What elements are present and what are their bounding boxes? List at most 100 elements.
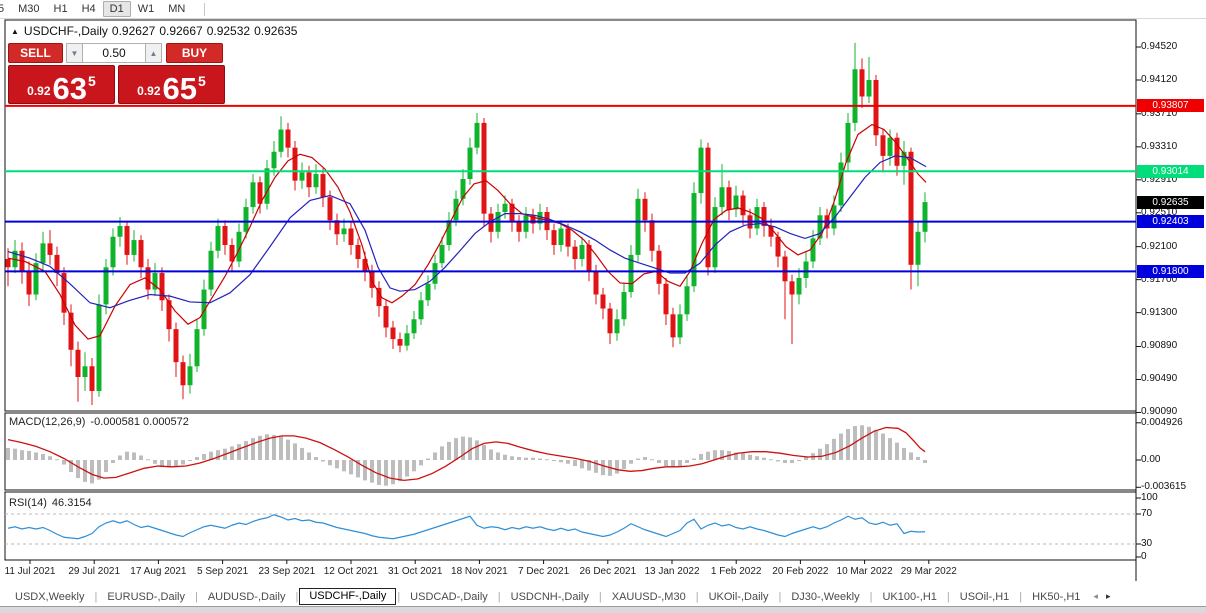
buy-price-big: 65 xyxy=(162,70,198,106)
date-label: 5 Sep 2021 xyxy=(197,566,249,577)
rsi-tick-label: 0 xyxy=(1141,551,1147,562)
tab-separator: | xyxy=(869,590,873,603)
macd-name: MACD(12,26,9) xyxy=(9,416,86,428)
sell-price-sup: 5 xyxy=(88,73,96,89)
tab-scroll-arrows: ◂ ▸ xyxy=(1093,591,1110,602)
date-label: 7 Dec 2021 xyxy=(518,566,570,577)
date-label: 17 Aug 2021 xyxy=(130,566,187,577)
rsi-label: RSI(14) 46.3154 xyxy=(9,497,97,509)
macd-tick-label: -0.003615 xyxy=(1141,481,1187,493)
timeframe-button-w1[interactable]: W1 xyxy=(137,3,155,15)
date-label: 10 Mar 2022 xyxy=(836,566,893,577)
rsi-tick-label: 70 xyxy=(1141,508,1153,519)
timeframe-button-h4[interactable]: H4 xyxy=(81,3,96,15)
symbol-tabbar: USDX,Weekly | EURUSD-,Daily | AUDUSD-,Daily |… xyxy=(0,587,1206,606)
rsi-line xyxy=(7,514,926,540)
buy-price-button[interactable]: 0.92 65 5 xyxy=(118,65,225,104)
toolbar-separator xyxy=(204,2,206,16)
date-label: 13 Jan 2022 xyxy=(644,566,700,577)
timeframe-button-5[interactable]: 5 xyxy=(0,3,5,15)
sell-price-big: 63 xyxy=(52,70,88,106)
chart-tab-eurusd[interactable]: EURUSD-,Daily xyxy=(107,590,185,603)
tab-separator: | xyxy=(695,590,699,603)
volume-increase-button[interactable]: ▲ xyxy=(145,43,162,63)
tab-scroll-left-icon[interactable]: ◂ xyxy=(1093,591,1098,601)
macd-label: MACD(12,26,9) -0.000581 0.000572 xyxy=(9,416,194,428)
tab-scroll-right-icon[interactable]: ▸ xyxy=(1105,591,1111,601)
timeframe-button-h1[interactable]: H1 xyxy=(53,3,68,15)
macd-signal-line xyxy=(7,426,926,482)
rsi-tick-label: 100 xyxy=(1141,492,1158,503)
tab-separator: | xyxy=(778,590,782,603)
tab-separator: | xyxy=(1019,590,1023,603)
price-tick-label: 0.94120 xyxy=(1141,74,1178,85)
price-tick-label: 0.94520 xyxy=(1141,41,1178,52)
rsi-pane-frame xyxy=(4,491,1137,561)
rsi-value: 46.3154 xyxy=(51,497,92,509)
price-level-badge: 0.92635 xyxy=(1137,196,1204,209)
rsi-name: RSI(14) xyxy=(9,497,47,509)
macd-histogram xyxy=(6,425,927,486)
tab-separator: | xyxy=(598,590,602,603)
low-value: 0.92532 xyxy=(206,24,251,38)
tab-separator: | xyxy=(497,590,501,603)
tab-separator: | xyxy=(946,590,950,603)
buy-price-prefix: 0.92 xyxy=(137,84,161,98)
chart-tab-xauusd[interactable]: XAUUSD-,M30 xyxy=(611,590,686,603)
volume-decrease-button[interactable]: ▼ xyxy=(66,43,83,63)
chart-tab-ukoil[interactable]: UKOil-,Daily xyxy=(708,590,769,603)
chart-tab-usdx[interactable]: USDX,Weekly xyxy=(15,590,85,603)
chart-tab-hk50[interactable]: HK50-,H1 xyxy=(1032,590,1081,603)
sell-button[interactable]: SELL xyxy=(8,43,63,63)
date-label: 18 Nov 2021 xyxy=(451,566,508,577)
chart-tab-dj30[interactable]: DJ30-,Weekly xyxy=(791,590,860,603)
chart-tab-usdcad[interactable]: USDCAD-,Daily xyxy=(410,590,488,603)
date-label: 29 Jul 2021 xyxy=(68,566,121,577)
one-click-trading-panel: SELL ▼ ▲ BUY 0.92 63 5 0.92 65 5 xyxy=(8,43,230,104)
price-level-badge: 0.93014 xyxy=(1137,164,1204,178)
date-label: 23 Sep 2021 xyxy=(258,566,316,577)
rsi-tick-label: 30 xyxy=(1141,538,1153,549)
volume-input[interactable] xyxy=(83,43,145,63)
date-label: 11 Jul 2021 xyxy=(4,566,56,577)
timeframe-button-mn[interactable]: MN xyxy=(168,3,186,15)
ma-slow-line xyxy=(7,155,927,309)
price-tick-label: 0.93310 xyxy=(1141,140,1178,152)
collapse-panel-icon[interactable]: ▲ xyxy=(11,27,19,36)
buy-button[interactable]: BUY xyxy=(166,43,223,63)
tab-separator: | xyxy=(397,590,401,603)
status-strip xyxy=(0,606,1206,613)
symbol-period-label: USDCHF-,Daily xyxy=(23,24,108,38)
chart-tab-uk100[interactable]: UK100-,H1 xyxy=(882,590,937,603)
price-tick-label: 0.93710 xyxy=(1141,107,1178,119)
chart-tab-usoil[interactable]: USOil-,H1 xyxy=(959,590,1010,603)
close-value: 0.92635 xyxy=(254,24,298,38)
price-tick-label: 0.91300 xyxy=(1141,306,1178,318)
buy-price-sup: 5 xyxy=(198,73,206,89)
price-level-badge: 0.92403 xyxy=(1137,215,1204,229)
chart-ohlc-header: ▲ USDCHF-,Daily 0.92627 0.92667 0.92532 0.926… xyxy=(11,24,301,38)
date-label: 29 Mar 2022 xyxy=(900,566,957,577)
date-label: 12 Oct 2021 xyxy=(323,566,379,577)
timeframe-button-d1[interactable]: D1 xyxy=(102,1,131,17)
chart-tab-usdchf[interactable]: USDCHF-,Daily xyxy=(299,588,397,605)
price-tick-label: 0.91700 xyxy=(1141,273,1178,285)
macd-values: -0.000581 0.000572 xyxy=(90,416,189,428)
chart-tab-audusd[interactable]: AUDUSD-,Daily xyxy=(207,590,286,603)
date-label: 20 Feb 2022 xyxy=(772,566,829,577)
high-value: 0.92667 xyxy=(159,24,203,38)
ma-fast-line xyxy=(7,123,927,340)
date-label: 31 Oct 2021 xyxy=(387,566,443,577)
date-label: 26 Dec 2021 xyxy=(579,566,637,577)
macd-tick-label: 0.00 xyxy=(1141,454,1161,465)
date-label: 1 Feb 2022 xyxy=(710,566,762,577)
chart-tab-usdcnh[interactable]: USDCNH-,Daily xyxy=(510,590,589,603)
price-tick-label: 0.90490 xyxy=(1141,373,1178,385)
timeframe-toolbar: 5 M30 H1 H4 D1 W1 MN xyxy=(0,0,1206,19)
open-value: 0.92627 xyxy=(111,24,156,38)
timeframe-button-m30[interactable]: M30 xyxy=(18,3,40,15)
spin-down-icon: ▼ xyxy=(70,48,79,58)
sell-price-button[interactable]: 0.92 63 5 xyxy=(8,65,115,104)
